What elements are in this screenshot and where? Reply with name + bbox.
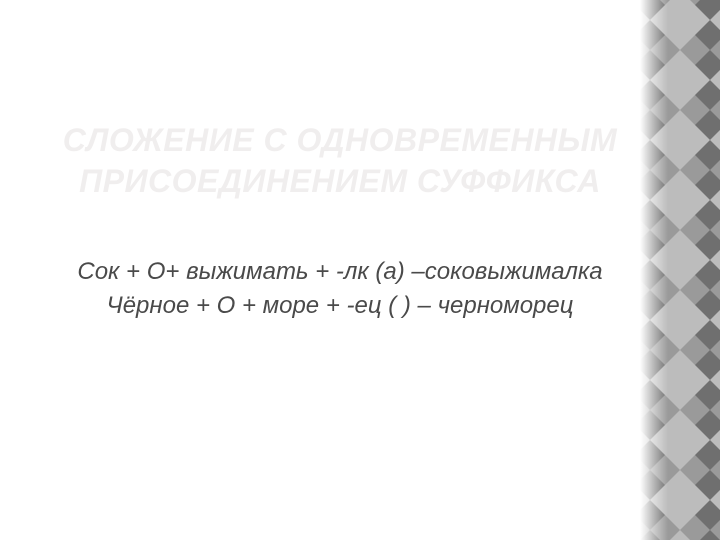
- checker-pattern-icon: [640, 0, 720, 540]
- body-line-1: Сок + О+ выжимать + -лк (а) –соковыжимал…: [40, 255, 640, 289]
- right-decoration-strip: [640, 0, 720, 540]
- slide-body: Сок + О+ выжимать + -лк (а) –соковыжимал…: [40, 255, 640, 323]
- slide-title: СЛОЖЕНИЕ С ОДНОВРЕМЕННЫМ ПРИСОЕДИНЕНИЕМ …: [40, 120, 640, 202]
- title-line-1: СЛОЖЕНИЕ С ОДНОВРЕМЕННЫМ: [40, 120, 640, 161]
- slide: СЛОЖЕНИЕ С ОДНОВРЕМЕННЫМ ПРИСОЕДИНЕНИЕМ …: [0, 0, 720, 540]
- body-line-2: Чёрное + О + море + -ец ( ) – черноморец: [40, 289, 640, 323]
- title-line-2: ПРИСОЕДИНЕНИЕМ СУФФИКСА: [40, 161, 640, 202]
